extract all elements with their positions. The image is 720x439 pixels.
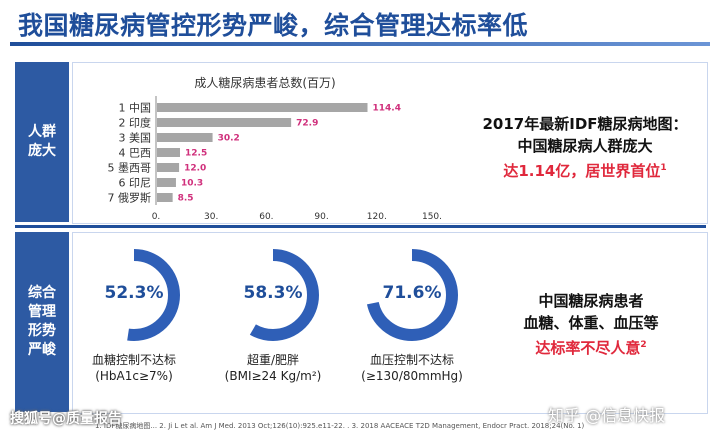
x-tick-label: 60. [259, 212, 273, 222]
data-label: 30.2 [218, 134, 240, 144]
section-label-crowd: 人群 庞大 [15, 62, 69, 222]
gauge-arc [366, 249, 458, 341]
control-line-1: 中国糖尿病患者 [538, 292, 644, 310]
gauge-arc [227, 249, 319, 341]
gauge-bmi-label-1: 超重/肥胖 [246, 353, 300, 367]
bar [157, 133, 213, 142]
references-footnote: 1. IDF糖尿病地图... 2. Ji L et al. Am J Med. … [95, 422, 585, 430]
bar [157, 103, 368, 112]
data-label: 12.5 [185, 149, 207, 159]
title-underline [10, 42, 710, 46]
watermark-sohu: 搜狐号@质量报告 [10, 411, 122, 427]
gauge-glucose-label-1: 血糖控制不达标 [91, 353, 176, 367]
gauge-bp-label-2: (≥130/80mmHg) [361, 369, 463, 383]
category-label: 5 墨西哥 [108, 162, 152, 175]
control-line-3: 达标率不尽人意2 [486, 334, 696, 359]
gauge-bmi-value: 58.3% [243, 283, 303, 303]
gauge-glucose: 52.3% [84, 245, 184, 345]
gauge-arc [88, 249, 180, 341]
idf-line-2: 中国糖尿病人群庞大 [517, 137, 653, 155]
data-label: 114.4 [372, 104, 400, 114]
bar [157, 118, 292, 127]
section-panel-crowd [72, 62, 708, 224]
data-label: 10.3 [181, 179, 203, 189]
idf-line-1: 2017年最新IDF糖尿病地图： [482, 115, 688, 133]
bar [157, 163, 180, 172]
x-tick-label: 30. [204, 212, 218, 222]
x-tick-label: 120. [367, 212, 387, 222]
gauge-glucose-ring [88, 249, 180, 341]
idf-summary: 2017年最新IDF糖尿病地图： 中国糖尿病人群庞大 达1.14亿，居世界首位1 [470, 113, 700, 182]
control-line-3-text: 达标率不尽人意 [535, 339, 641, 357]
control-summary: 中国糖尿病患者 血糖、体重、血压等 达标率不尽人意2 [486, 290, 696, 359]
x-tick-label: 0. [152, 212, 161, 222]
gauge-glucose-value: 52.3% [104, 283, 164, 303]
bar [157, 193, 173, 202]
category-label: 2 印度 [119, 116, 152, 130]
idf-line-3-text: 达1.14亿，居世界首位 [503, 162, 661, 180]
gauge-bp-label: 血压控制不达标 (≥130/80mmHg) [348, 352, 476, 384]
gauge-bp-label-1: 血压控制不达标 [369, 353, 454, 367]
bar [157, 148, 180, 157]
category-label: 7 俄罗斯 [108, 192, 152, 205]
data-label: 8.5 [178, 194, 194, 204]
section-label-management: 综合 管理 形势 严峻 [15, 232, 69, 412]
chart-title: 成人糖尿病患者总数(百万) [194, 76, 336, 90]
gauge-bp-ring [366, 249, 458, 341]
gauge-bp-value: 71.6% [382, 283, 442, 303]
section-label-management-text: 综合 管理 形势 严峻 [28, 285, 56, 358]
bar [157, 178, 176, 187]
bar-chart-svg: 1 中国 114.4 2 印度 72.9 3 美国 30.2 4 巴西 12.5 5 墨西哥 12… [108, 96, 442, 222]
diabetes-bar-chart: 成人糖尿病患者总数(百万) 1 中国 114.4 2 印度 72.9 3 美国 30.2 4… [80, 70, 450, 225]
gauge-bmi-label: 超重/肥胖 (BMI≥24 Kg/m²) [209, 352, 337, 384]
category-label: 3 美国 [119, 132, 152, 145]
control-line-2: 血糖、体重、血压等 [523, 314, 659, 332]
gauge-glucose-label-2: (HbA1c≥7%) [95, 369, 173, 383]
section-divider [15, 225, 706, 228]
data-label: 72.9 [296, 119, 318, 129]
watermark-zhihu: 知乎 @信息快报 [548, 406, 666, 425]
data-label: 12.0 [184, 164, 206, 174]
x-tick-label: 90. [314, 212, 328, 222]
section-label-crowd-text: 人群 庞大 [28, 124, 56, 159]
gauge-bmi-label-2: (BMI≥24 Kg/m²) [224, 369, 322, 383]
category-label: 1 中国 [119, 102, 152, 115]
idf-line-3: 达1.14亿，居世界首位1 [470, 157, 700, 182]
x-tick-label: 150. [422, 212, 442, 222]
gauge-glucose-label: 血糖控制不达标 (HbA1c≥7%) [70, 352, 198, 384]
category-label: 4 巴西 [119, 147, 152, 160]
gauge-bp: 71.6% [362, 245, 462, 345]
idf-footnote-ref: 1 [660, 163, 667, 173]
gauge-bmi-ring [227, 249, 319, 341]
category-label: 6 印尼 [119, 177, 152, 190]
gauge-bmi: 58.3% [223, 245, 323, 345]
control-footnote-ref: 2 [640, 340, 647, 350]
page-title: 我国糖尿病管控形势严峻，综合管理达标率低 [18, 11, 529, 40]
